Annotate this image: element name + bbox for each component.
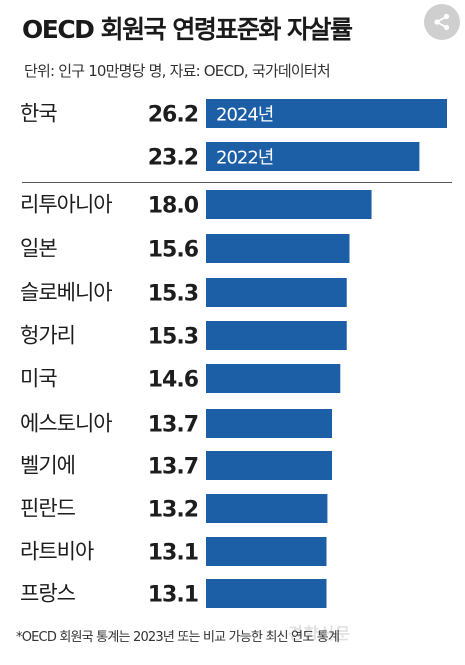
country-label: 핀란드 — [20, 497, 76, 521]
value-label: 23.2 — [148, 146, 198, 171]
value-label: 13.7 — [148, 455, 198, 480]
chart-subtitle: 단위: 인구 10만명당 명, 자료: OECD, 국가데이터처 — [24, 62, 331, 80]
country-label: 한국 — [20, 102, 57, 126]
value-label: 26.2 — [148, 103, 198, 128]
value-label: 15.6 — [148, 238, 199, 263]
country-label: 라트비아 — [20, 540, 94, 564]
value-label: 18.0 — [148, 194, 199, 219]
value-label: 13.2 — [148, 498, 198, 523]
country-label: 프랑스 — [20, 582, 76, 606]
bar — [206, 234, 350, 263]
value-label: 15.3 — [148, 282, 198, 307]
bar — [206, 99, 447, 128]
korea-divider — [22, 182, 452, 183]
bar — [206, 537, 327, 566]
share-icon[interactable] — [424, 4, 460, 40]
bar — [206, 451, 333, 480]
country-label: 에스토니아 — [20, 412, 112, 436]
bar — [206, 579, 327, 608]
bar — [206, 364, 341, 393]
bar — [206, 494, 328, 523]
country-label: 헝가리 — [20, 324, 75, 348]
footnote: *OECD 회원국 통계는 2023년 또는 비교 가능한 최신 연도 통계 — [16, 630, 340, 645]
share-glyph — [434, 13, 450, 31]
bar — [206, 321, 347, 350]
country-label: 일본 — [20, 237, 57, 261]
value-label: 15.3 — [148, 325, 198, 350]
watermark: 경향신문 — [288, 624, 351, 643]
bar-year-label: 2022년 — [216, 148, 273, 169]
chart-title: OECD 회원국 연령표준화 자살률 — [22, 15, 353, 44]
country-label: 벨기에 — [20, 454, 75, 478]
value-label: 13.1 — [148, 541, 198, 566]
bar-year-label: 2024년 — [216, 105, 273, 126]
bar — [206, 142, 420, 171]
bar — [206, 409, 333, 438]
country-label: 리투아니아 — [20, 193, 112, 217]
bar — [206, 190, 372, 219]
bar — [206, 278, 347, 307]
country-label: 미국 — [20, 367, 57, 391]
value-label: 13.1 — [148, 583, 198, 608]
value-label: 14.6 — [148, 368, 199, 393]
country-label: 슬로베니아 — [20, 281, 112, 305]
value-label: 13.7 — [148, 413, 198, 438]
